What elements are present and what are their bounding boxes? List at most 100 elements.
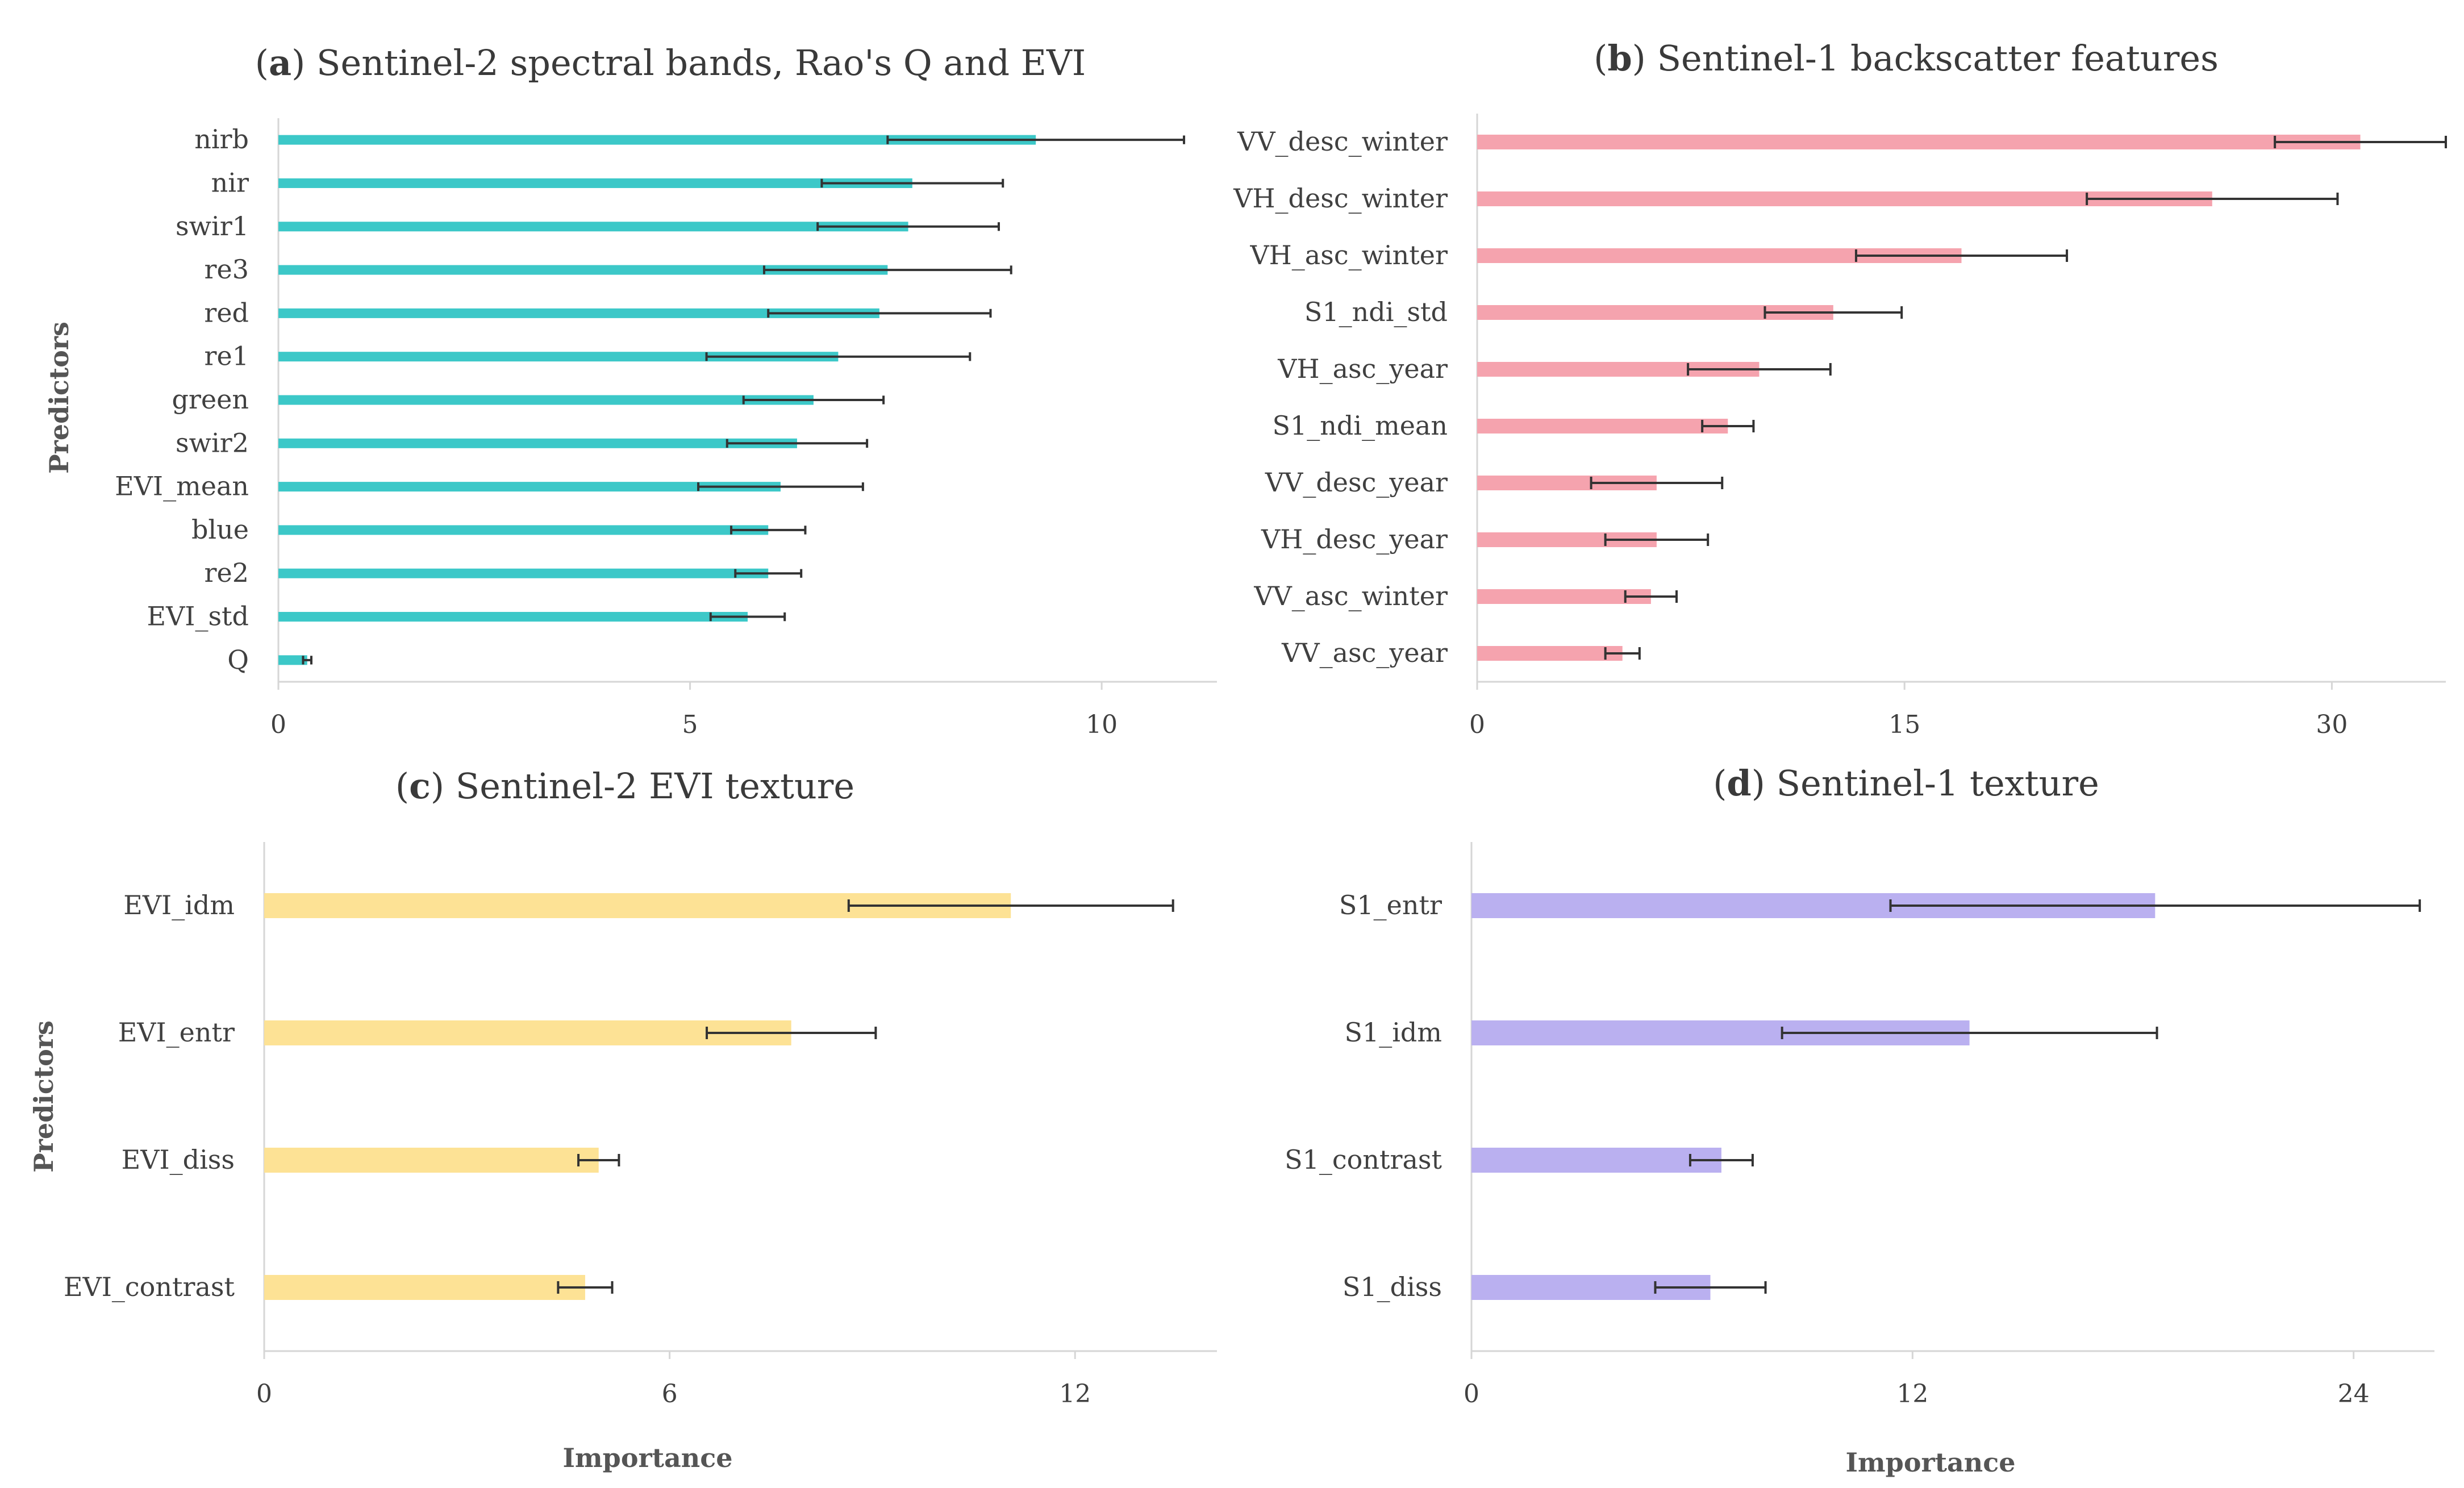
panel-a-error-bar-evi-mean: [697, 482, 864, 491]
panel-c-error-bar-evi-idm: [847, 899, 1174, 912]
panel-b-error-bar-s1-ndi-mean: [1701, 420, 1755, 432]
panel-b-error-bar-vv-asc-year: [1604, 647, 1641, 660]
panel-a-label-blue: blue: [191, 514, 249, 545]
panel-b-error-bar-vh-asc-winter: [1854, 249, 2069, 262]
panel-a-bar-evi-std: [278, 612, 748, 622]
panel-d-label-s1-diss: S1_diss: [1343, 1272, 1442, 1302]
panel-b-error-bar-vh-desc-winter: [2086, 193, 2339, 205]
panel-b-error-bar-vh-desc-year: [1604, 533, 1710, 546]
panel-a-bars: nirb nir swir1 re3 red re1 green swir2 EVI_meanb…: [115, 124, 1186, 739]
panel-b-bar-s1-ndi-mean: [1477, 419, 1728, 434]
panel-c-y-axis-title: Predictors: [28, 1020, 59, 1173]
panel-a-bar-swir2: [278, 438, 797, 448]
panel-c-bar-evi-contrast: [264, 1275, 585, 1300]
panel-a-bar-green: [278, 395, 814, 405]
panel-d-title: (d) Sentinel-1 texture: [1713, 762, 2099, 804]
panel-c-label-evi-idm: EVI_idm: [123, 890, 235, 920]
panel-a-error-bar-swir1: [816, 222, 1000, 231]
panel-c-x-tick-12: 12: [1059, 1379, 1091, 1408]
panel-b-title: (b) Sentinel-1 backscatter features: [1594, 37, 2219, 79]
panel-a-bar-re1: [278, 352, 839, 362]
panel-a: (a) Sentinel-2 spectral bands, Rao's Q a…: [44, 42, 1217, 739]
panel-d-error-bar-s1-idm: [1781, 1027, 2158, 1039]
panel-b-error-bar-vh-asc-year: [1687, 363, 1832, 376]
panel-b-label-vh-asc-winter: VH_asc_winter: [1249, 240, 1448, 270]
panel-b-bars: VV_desc_winter VH_desc_winter VH_asc_winte…: [1233, 126, 2447, 739]
panel-d: (d) Sentinel-1 texture Importance S1_ent…: [1285, 762, 2434, 1478]
panel-a-x-tick-5: 5: [682, 710, 698, 739]
panel-a-x-tick-10: 10: [1086, 710, 1118, 739]
panel-d-label-s1-contrast: S1_contrast: [1285, 1144, 1442, 1175]
panel-a-label-evi-std: EVI_std: [147, 601, 249, 632]
panel-a-label-red: red: [204, 297, 249, 328]
panel-d-letter: d: [1727, 762, 1751, 804]
panel-a-bar-swir1: [278, 222, 908, 232]
panel-a-error-bar-re1: [705, 352, 972, 361]
panel-d-x-axis-title: Importance: [1845, 1447, 2015, 1478]
panel-a-bar-re2: [278, 568, 769, 578]
panel-c-bar-evi-diss: [264, 1148, 599, 1173]
panel-b-letter: b: [1607, 37, 1632, 79]
panel-b-label-vv-asc-year: VV_asc_year: [1281, 637, 1448, 668]
panel-b-error-bar-vv-asc-winter: [1624, 590, 1678, 603]
panel-c-x-tick-0: 0: [256, 1379, 272, 1408]
panel-a-label-swir2: swir2: [176, 427, 249, 458]
panel-d-x-tick-0: 0: [1464, 1379, 1479, 1408]
panel-a-label-swir1: swir1: [176, 211, 249, 241]
panel-a-error-bar-blue: [730, 526, 807, 535]
panel-c: (c) Sentinel-2 EVI texture Predictors Im…: [28, 765, 1217, 1473]
panel-d-error-bar-s1-contrast: [1688, 1154, 1754, 1166]
panel-c-error-bar-evi-diss: [577, 1154, 620, 1166]
panel-b-error-bar-s1-ndi-std: [1763, 306, 1903, 319]
panel-a-bar-nir: [278, 178, 912, 188]
panel-d-x-tick-12: 12: [1896, 1379, 1928, 1408]
panel-c-label-evi-contrast: EVI_contrast: [64, 1272, 235, 1302]
panel-b-label-s1-ndi-std: S1_ndi_std: [1304, 297, 1448, 327]
panel-b-error-bar-vv-desc-year: [1590, 477, 1724, 489]
panel-b-label-vv-desc-winter: VV_desc_winter: [1237, 126, 1448, 157]
panel-a-letter: a: [269, 42, 291, 84]
panel-b: (b) Sentinel-1 backscatter features VV_d…: [1233, 37, 2447, 739]
panel-b-x-tick-30: 30: [2316, 710, 2348, 739]
panel-d-error-bar-s1-entr: [1889, 899, 2421, 912]
panel-a-bar-evi-mean: [278, 482, 781, 492]
panel-b-label-vh-desc-year: VH_desc_year: [1261, 524, 1448, 555]
panel-c-label-evi-diss: EVI_diss: [122, 1144, 235, 1175]
panel-b-label-vh-asc-year: VH_asc_year: [1277, 353, 1448, 384]
panel-d-x-tick-24: 24: [2338, 1379, 2370, 1408]
panel-b-x-tick-15: 15: [1888, 710, 1920, 739]
panel-c-label-evi-entr: EVI_entr: [118, 1017, 235, 1048]
panel-d-bars: S1_entr S1_idm S1_contrast S1_diss 0 12 24: [1285, 890, 2421, 1408]
panel-a-error-bar-re2: [734, 569, 803, 578]
panel-a-error-bar-q: [302, 656, 312, 665]
panel-a-label-evi-mean: EVI_mean: [115, 471, 249, 502]
panel-d-bar-s1-contrast: [1471, 1148, 1721, 1173]
panel-a-label-re2: re2: [205, 557, 249, 588]
panel-d-label-s1-idm: S1_idm: [1344, 1017, 1442, 1048]
panel-b-bar-vv-desc-winter: [1477, 135, 2361, 149]
panel-b-label-vv-desc-year: VV_desc_year: [1265, 467, 1448, 498]
panel-a-error-bar-red: [767, 309, 992, 318]
panel-c-x-tick-6: 6: [662, 1379, 678, 1408]
panel-a-error-bar-evi-std: [709, 612, 786, 622]
panel-a-bar-nirb: [278, 135, 1036, 145]
panel-a-bar-re3: [278, 265, 888, 275]
panel-c-x-axis-title: Importance: [562, 1443, 732, 1473]
panel-a-error-bar-re3: [762, 265, 1012, 274]
panel-b-title-text: Sentinel-1 backscatter features: [1657, 37, 2219, 79]
panel-a-label-green: green: [172, 384, 249, 415]
panel-a-bar-blue: [278, 525, 769, 535]
panel-b-label-s1-ndi-mean: S1_ndi_mean: [1273, 410, 1448, 441]
panel-b-x-tick-0: 0: [1469, 710, 1485, 739]
panel-c-bar-evi-entr: [264, 1020, 791, 1045]
panel-a-label-nir: nir: [211, 167, 249, 198]
panel-d-error-bar-s1-diss: [1654, 1281, 1767, 1294]
panel-d-label-s1-entr: S1_entr: [1339, 890, 1442, 920]
panel-b-bar-vv-asc-winter: [1477, 589, 1651, 604]
panel-c-letter: c: [409, 765, 431, 807]
panel-a-label-re3: re3: [205, 254, 249, 285]
panel-a-bar-red: [278, 308, 879, 318]
panel-c-title-text: Sentinel-2 EVI texture: [456, 765, 854, 807]
panel-a-title: (a) Sentinel-2 spectral bands, Rao's Q a…: [255, 42, 1086, 84]
